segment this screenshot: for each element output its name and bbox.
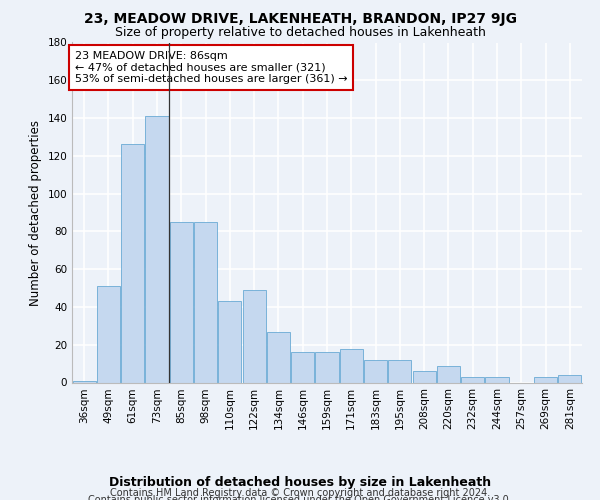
Bar [534,377,557,382]
Bar [73,380,95,382]
Bar [364,360,387,382]
Bar [97,286,120,382]
Text: 23, MEADOW DRIVE, LAKENHEATH, BRANDON, IP27 9JG: 23, MEADOW DRIVE, LAKENHEATH, BRANDON, I… [83,12,517,26]
Bar [218,302,241,382]
Bar [121,144,144,382]
Text: Contains HM Land Registry data © Crown copyright and database right 2024.: Contains HM Land Registry data © Crown c… [110,488,490,498]
Text: Distribution of detached houses by size in Lakenheath: Distribution of detached houses by size … [109,476,491,489]
Bar [461,377,484,382]
Text: Size of property relative to detached houses in Lakenheath: Size of property relative to detached ho… [115,26,485,39]
Bar [291,352,314,382]
Bar [388,360,412,382]
Bar [267,332,290,382]
Bar [242,290,266,382]
Bar [194,222,217,382]
Bar [145,116,169,382]
Bar [413,371,436,382]
Bar [485,377,509,382]
Text: 23 MEADOW DRIVE: 86sqm
← 47% of detached houses are smaller (321)
53% of semi-de: 23 MEADOW DRIVE: 86sqm ← 47% of detached… [74,51,347,84]
Bar [170,222,193,382]
Y-axis label: Number of detached properties: Number of detached properties [29,120,42,306]
Text: Contains public sector information licensed under the Open Government Licence v3: Contains public sector information licen… [88,495,512,500]
Bar [340,348,363,382]
Bar [559,375,581,382]
Bar [437,366,460,382]
Bar [316,352,338,382]
